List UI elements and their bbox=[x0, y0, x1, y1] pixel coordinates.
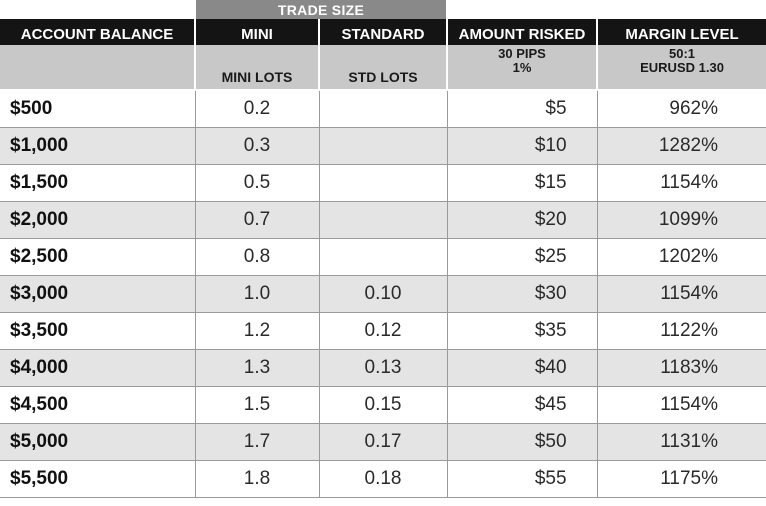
subheader-margin-level: 50:1 EURUSD 1.30 bbox=[597, 45, 766, 91]
header-spacer bbox=[447, 0, 598, 19]
cell-std-lots bbox=[319, 201, 448, 239]
table-row: $500 0.2 $5 962% bbox=[0, 90, 766, 128]
subheader-amount-risked: 30 PIPS 1% bbox=[447, 45, 599, 91]
cell-margin-level: 1099% bbox=[597, 201, 766, 239]
cell-amount-risked: $55 bbox=[447, 460, 598, 498]
table-row: $3,000 1.0 0.10 $30 1154% bbox=[0, 275, 766, 313]
table-row: $2,000 0.7 $20 1099% bbox=[0, 201, 766, 239]
cell-account-balance: $2,500 bbox=[0, 238, 196, 276]
cell-margin-level: 1282% bbox=[597, 127, 766, 165]
cell-account-balance: $5,500 bbox=[0, 460, 196, 498]
cell-margin-level: 1154% bbox=[597, 164, 766, 202]
cell-std-lots: 0.10 bbox=[319, 275, 448, 313]
cell-margin-level: 1154% bbox=[597, 275, 766, 313]
cell-margin-level: 1154% bbox=[597, 386, 766, 424]
header-spacer bbox=[0, 0, 195, 19]
cell-std-lots: 0.13 bbox=[319, 349, 448, 387]
subheader-mini-lots: MINI LOTS bbox=[195, 45, 320, 91]
column-header-account-balance: ACCOUNT BALANCE bbox=[0, 19, 196, 45]
cell-account-balance: $4,500 bbox=[0, 386, 196, 424]
cell-std-lots bbox=[319, 127, 448, 165]
cell-amount-risked: $35 bbox=[447, 312, 598, 350]
cell-std-lots bbox=[319, 90, 448, 128]
cell-std-lots: 0.17 bbox=[319, 423, 448, 461]
cell-account-balance: $4,000 bbox=[0, 349, 196, 387]
table-header: TRADE SIZE ACCOUNT BALANCE MINI STANDARD… bbox=[0, 0, 766, 91]
cell-std-lots: 0.12 bbox=[319, 312, 448, 350]
cell-mini-lots: 0.7 bbox=[195, 201, 320, 239]
subheader-leverage: 50:1 bbox=[669, 46, 696, 61]
column-header-amount-risked: AMOUNT RISKED bbox=[447, 19, 599, 45]
cell-account-balance: $3,500 bbox=[0, 312, 196, 350]
header-row-group: TRADE SIZE bbox=[0, 0, 766, 19]
cell-account-balance: $1,500 bbox=[0, 164, 196, 202]
cell-margin-level: 1202% bbox=[597, 238, 766, 276]
cell-mini-lots: 0.2 bbox=[195, 90, 320, 128]
cell-mini-lots: 0.8 bbox=[195, 238, 320, 276]
table-body: $500 0.2 $5 962% $1,000 0.3 $10 1282% $1… bbox=[0, 90, 766, 498]
cell-amount-risked: $15 bbox=[447, 164, 598, 202]
table-row: $5,000 1.7 0.17 $50 1131% bbox=[0, 423, 766, 461]
header-spacer bbox=[597, 0, 766, 19]
column-header-standard: STANDARD bbox=[319, 19, 449, 45]
cell-margin-level: 1131% bbox=[597, 423, 766, 461]
cell-mini-lots: 1.3 bbox=[195, 349, 320, 387]
cell-account-balance: $5,000 bbox=[0, 423, 196, 461]
cell-amount-risked: $5 bbox=[447, 90, 598, 128]
header-row-subheaders: MINI LOTS STD LOTS 30 PIPS 1% 50:1 EURUS… bbox=[0, 45, 766, 91]
table-row: $4,500 1.5 0.15 $45 1154% bbox=[0, 386, 766, 424]
cell-std-lots: 0.18 bbox=[319, 460, 448, 498]
cell-mini-lots: 1.0 bbox=[195, 275, 320, 313]
cell-amount-risked: $50 bbox=[447, 423, 598, 461]
cell-mini-lots: 1.7 bbox=[195, 423, 320, 461]
table-row: $3,500 1.2 0.12 $35 1122% bbox=[0, 312, 766, 350]
cell-account-balance: $1,000 bbox=[0, 127, 196, 165]
cell-amount-risked: $20 bbox=[447, 201, 598, 239]
cell-mini-lots: 1.5 bbox=[195, 386, 320, 424]
cell-amount-risked: $25 bbox=[447, 238, 598, 276]
column-header-mini: MINI bbox=[195, 19, 320, 45]
table-row: $4,000 1.3 0.13 $40 1183% bbox=[0, 349, 766, 387]
cell-margin-level: 1175% bbox=[597, 460, 766, 498]
cell-std-lots: 0.15 bbox=[319, 386, 448, 424]
column-header-margin-level: MARGIN LEVEL bbox=[597, 19, 766, 45]
cell-std-lots bbox=[319, 164, 448, 202]
header-row-columns: ACCOUNT BALANCE MINI STANDARD AMOUNT RIS… bbox=[0, 19, 766, 45]
subheader-std-lots: STD LOTS bbox=[319, 45, 449, 91]
cell-std-lots bbox=[319, 238, 448, 276]
cell-amount-risked: $40 bbox=[447, 349, 598, 387]
subheader-blank bbox=[0, 45, 196, 91]
cell-account-balance: $2,000 bbox=[0, 201, 196, 239]
cell-amount-risked: $45 bbox=[447, 386, 598, 424]
trade-size-group-header: TRADE SIZE bbox=[193, 0, 449, 19]
cell-account-balance: $500 bbox=[0, 90, 196, 128]
cell-margin-level: 962% bbox=[597, 90, 766, 128]
table-row: $1,000 0.3 $10 1282% bbox=[0, 127, 766, 165]
table-row: $5,500 1.8 0.18 $55 1175% bbox=[0, 460, 766, 498]
cell-mini-lots: 0.5 bbox=[195, 164, 320, 202]
subheader-pips: 30 PIPS bbox=[498, 46, 546, 61]
subheader-percent: 1% bbox=[512, 60, 532, 75]
table-row: $2,500 0.8 $25 1202% bbox=[0, 238, 766, 276]
cell-mini-lots: 1.8 bbox=[195, 460, 320, 498]
cell-margin-level: 1183% bbox=[597, 349, 766, 387]
subheader-pair-rate: EURUSD 1.30 bbox=[640, 60, 724, 75]
cell-margin-level: 1122% bbox=[597, 312, 766, 350]
cell-amount-risked: $10 bbox=[447, 127, 598, 165]
table-row: $1,500 0.5 $15 1154% bbox=[0, 164, 766, 202]
cell-mini-lots: 1.2 bbox=[195, 312, 320, 350]
cell-account-balance: $3,000 bbox=[0, 275, 196, 313]
cell-mini-lots: 0.3 bbox=[195, 127, 320, 165]
cell-amount-risked: $30 bbox=[447, 275, 598, 313]
